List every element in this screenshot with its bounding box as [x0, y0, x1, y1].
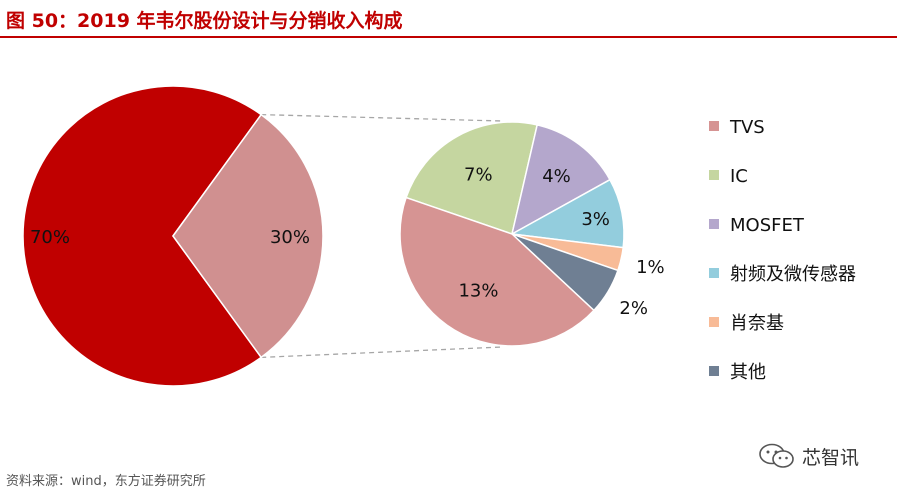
detail-label-2: 4% — [542, 166, 571, 187]
legend-label-2: MOSFET — [730, 215, 805, 236]
connector-bottom — [261, 346, 503, 359]
legend-swatch-0 — [709, 121, 719, 131]
detail-pie: 7% 4% 3% 1% 2% 13% — [399, 121, 665, 347]
detail-slice-2 — [510, 123, 611, 236]
wechat-icon — [759, 443, 794, 468]
legend-swatch-5 — [709, 366, 719, 376]
detail-label-4: 1% — [636, 257, 665, 278]
legend-swatch-3 — [709, 268, 719, 278]
legend-swatch-2 — [709, 219, 719, 229]
main-label-70: 70% — [30, 227, 70, 248]
detail-label-1: 7% — [464, 164, 493, 185]
connector-lines — [261, 113, 503, 359]
connector-top — [261, 113, 503, 122]
legend-swatch-4 — [709, 317, 719, 327]
main-slice-70 — [22, 85, 263, 387]
legend-swatch-1 — [709, 170, 719, 180]
legend-label-0: TVS — [729, 117, 765, 138]
legend-label-5: 其他 — [730, 362, 766, 383]
legend-label-1: IC — [730, 166, 748, 187]
watermark-text: 芯智讯 — [802, 446, 860, 469]
main-pie: 70% 30% — [22, 85, 324, 387]
detail-label-0: 13% — [458, 281, 498, 302]
watermark: 芯智讯 — [758, 441, 859, 471]
detail-label-5: 2% — [619, 298, 648, 319]
detail-slice-1 — [405, 121, 539, 235]
legend-label-3: 射频及微传感器 — [730, 264, 856, 285]
detail-slice-0 — [399, 196, 595, 347]
source-note: 资料来源：wind，东方证券研究所 — [6, 474, 206, 489]
legend-label-4: 肖奈基 — [730, 313, 784, 334]
chart-title: 图 50：2019 年韦尔股份设计与分销收入构成 — [6, 10, 403, 32]
main-label-30: 30% — [270, 227, 310, 248]
main-slice-30 — [172, 113, 324, 359]
detail-label-3: 3% — [581, 209, 610, 230]
title-rule — [0, 36, 897, 38]
